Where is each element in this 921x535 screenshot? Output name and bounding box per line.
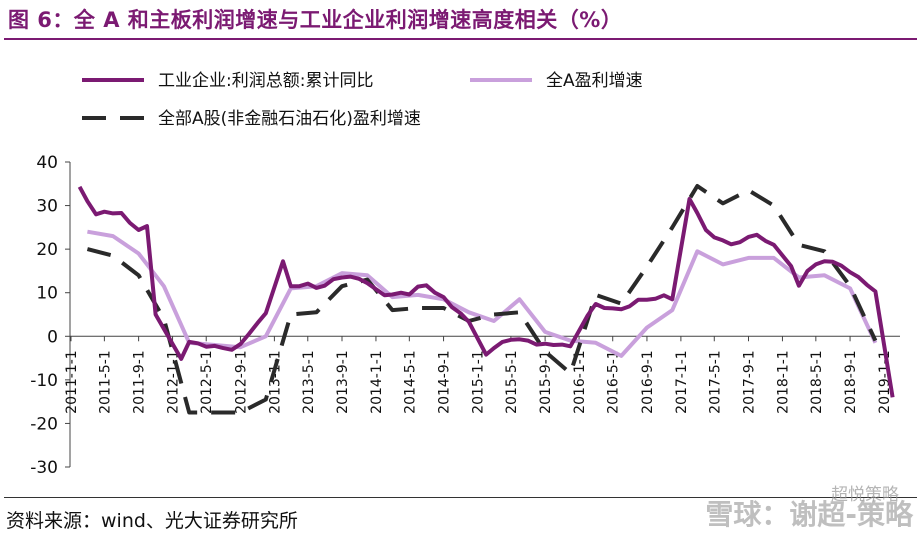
title-underline (4, 38, 917, 40)
y-tick-label: -30 (30, 458, 58, 478)
x-axis: 2011-1-1 2011-5-1 2011-9-1 2012-1-1 2012-5-1… (64, 335, 900, 414)
x-tick-label: 2014-1-1 (369, 350, 385, 414)
y-tick-label: -10 (30, 371, 58, 391)
x-tick-label: 2016-1-1 (572, 350, 588, 414)
x-tick-label: 2014-5-1 (402, 350, 418, 414)
x-tick-label: 2013-9-1 (335, 350, 351, 414)
x-tick-label: 2012-9-1 (233, 350, 249, 414)
x-tick-label: 2018-1-1 (775, 350, 791, 414)
y-tick-label: 20 (36, 240, 58, 260)
x-tick-label: 2015-5-1 (504, 350, 520, 414)
x-tick-label: 2016-5-1 (606, 350, 622, 414)
x-tick-label: 2018-5-1 (809, 350, 825, 414)
watermark: 雪球：谢超-策略 (705, 498, 913, 531)
x-tick-label: 2013-1-1 (267, 350, 283, 414)
series-layer (77, 184, 895, 415)
legend-label-1: 工业企业:利润总额:累计同比 (158, 71, 373, 91)
y-tick-label: 10 (36, 284, 58, 304)
x-tick-label: 2016-9-1 (640, 350, 656, 414)
series-line-1 (77, 185, 895, 398)
footer-divider (4, 497, 917, 498)
x-tick-label: 2011-1-1 (64, 350, 80, 414)
x-tick-label: 2015-9-1 (538, 350, 554, 414)
x-tick-label: 2017-9-1 (742, 350, 758, 414)
x-tick-label: 2017-5-1 (707, 350, 723, 414)
x-tick-label: 2017-1-1 (674, 350, 690, 414)
x-tick-label: 2011-9-1 (132, 350, 148, 414)
legend-label-3: 全部A股(非金融石油石化)盈利增速 (158, 109, 421, 129)
x-tick-label: 2014-9-1 (437, 350, 453, 414)
y-tick-label: 30 (36, 197, 58, 217)
y-axis: 40 30 20 10 0 -10 -20 -30 (30, 153, 71, 478)
x-tick-label: 2018-9-1 (843, 350, 859, 414)
y-tick-label: 0 (47, 327, 58, 347)
y-tick-label: -20 (30, 414, 58, 434)
series-line-3 (86, 184, 878, 415)
y-tick-label: 40 (36, 153, 58, 173)
series-line-2 (87, 229, 878, 358)
x-tick-label: 2011-5-1 (97, 350, 113, 414)
x-tick-label: 2015-1-1 (471, 350, 487, 414)
x-tick-label: 2013-5-1 (301, 350, 317, 414)
watermark-subtitle: 超悦策略 (831, 485, 899, 505)
x-tick-label: 2012-5-1 (199, 350, 215, 414)
legend-label-2: 全A盈利增速 (546, 71, 643, 91)
chart-title: 图 6：全 A 和主板利润增速与工业企业利润增速高度相关（%） (8, 8, 623, 32)
source-note: 资料来源：wind、光大证券研究所 (6, 510, 298, 532)
